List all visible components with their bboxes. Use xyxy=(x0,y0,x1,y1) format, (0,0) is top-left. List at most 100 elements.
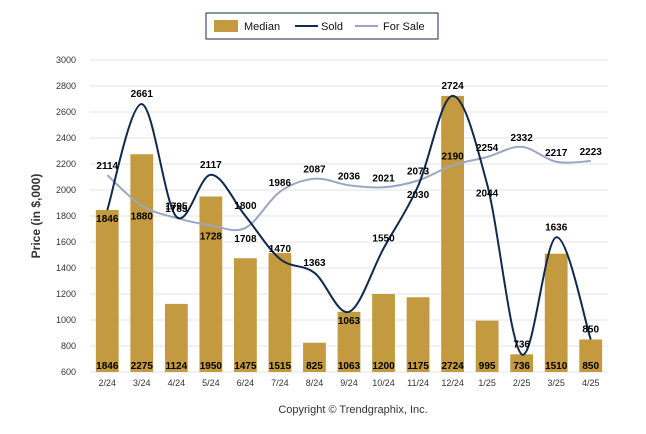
y-tick-label: 2600 xyxy=(56,107,76,117)
data-labels: 1846 2275 1124 1950 1475 1515 825 1063 1200 1175 2… xyxy=(96,81,602,372)
legend-label-median: Median xyxy=(244,21,280,33)
median-data-label: 736 xyxy=(513,361,530,372)
for-sale-data-label: 2073 xyxy=(407,167,430,178)
legend-label-for-sale: For Sale xyxy=(383,21,425,33)
sold-data-label: 2117 xyxy=(200,160,222,171)
x-tick-label: 4/24 xyxy=(168,378,186,388)
median-bar xyxy=(95,210,119,372)
median-data-label: 2724 xyxy=(441,361,464,372)
median-bar xyxy=(579,339,603,372)
median-data-label: 1510 xyxy=(545,361,568,372)
sold-data-label: 1550 xyxy=(372,234,395,245)
for-sale-data-label: 2036 xyxy=(338,171,361,182)
sold-data-label: 2044 xyxy=(476,188,499,199)
y-tick-label: 2200 xyxy=(56,159,76,169)
x-tick-label: 5/24 xyxy=(202,378,220,388)
median-bar xyxy=(303,342,326,372)
y-tick-label: 1000 xyxy=(56,315,76,325)
sold-data-label: 1363 xyxy=(303,258,326,269)
copyright-text: Copyright © Trendgraphix, Inc. xyxy=(278,404,427,416)
median-bar xyxy=(130,154,154,372)
sold-data-label: 736 xyxy=(513,339,530,350)
x-tick-label: 10/24 xyxy=(372,378,395,388)
median-data-label: 1950 xyxy=(200,361,223,372)
sold-data-label: 850 xyxy=(582,325,599,336)
x-tick-label: 1/25 xyxy=(478,378,496,388)
y-tick-label: 600 xyxy=(61,367,76,377)
median-data-label: 1124 xyxy=(165,361,187,372)
sold-data-label: 1636 xyxy=(545,222,568,233)
y-tick-label: 2800 xyxy=(56,81,76,91)
y-tick-label: 1800 xyxy=(56,211,76,221)
median-bar xyxy=(441,95,464,372)
legend-label-sold: Sold xyxy=(321,21,343,33)
sold-data-label: 1470 xyxy=(269,244,292,255)
median-data-label: 1063 xyxy=(338,361,361,372)
median-bar xyxy=(199,196,223,372)
median-bar xyxy=(268,253,292,372)
median-data-label: 1475 xyxy=(234,361,257,372)
y-tick-label: 2000 xyxy=(56,185,76,195)
x-tick-label: 2/25 xyxy=(513,378,531,388)
median-data-label: 2275 xyxy=(131,361,154,372)
median-data-label: 1200 xyxy=(372,361,395,372)
for-sale-data-label: 2021 xyxy=(372,173,395,184)
for-sale-data-label: 1708 xyxy=(234,234,257,245)
for-sale-data-label: 1880 xyxy=(131,212,154,223)
for-sale-line xyxy=(106,145,591,232)
median-data-label: 1515 xyxy=(269,361,292,372)
median-bar xyxy=(372,294,395,372)
sold-data-label: 2030 xyxy=(407,190,430,201)
x-tick-label: 11/24 xyxy=(407,378,429,388)
x-axis-ticks: 2/24 3/24 4/24 5/24 6/24 7/24 8/24 9/24 10/24 11/… xyxy=(99,378,600,388)
y-tick-label: 2400 xyxy=(56,133,76,143)
x-tick-label: 2/24 xyxy=(99,378,117,388)
x-tick-label: 8/24 xyxy=(306,378,324,388)
sold-data-label: 1846 xyxy=(96,214,119,225)
y-tick-label: 1400 xyxy=(56,263,76,273)
median-data-label: 1846 xyxy=(96,361,119,372)
legend: Median Sold For Sale xyxy=(205,12,439,40)
for-sale-data-label: 2217 xyxy=(545,148,568,159)
y-tick-label: 3000 xyxy=(56,55,76,65)
series-lines xyxy=(106,94,592,356)
x-tick-label: 6/24 xyxy=(237,378,255,388)
for-sale-data-label: 2254 xyxy=(476,143,499,154)
sold-data-label: 2724 xyxy=(441,81,464,92)
x-tick-label: 4/25 xyxy=(582,378,600,388)
x-tick-label: 12/24 xyxy=(441,378,464,388)
y-tick-label: 1200 xyxy=(56,289,76,299)
y-tick-label: 800 xyxy=(61,341,76,351)
for-sale-data-label: 1986 xyxy=(269,178,292,189)
legend-box xyxy=(205,12,439,40)
y-axis-ticks: 600 800 1000 1200 1400 1600 1800 2000 2200 2400 26… xyxy=(56,55,76,377)
for-sale-data-label: 2332 xyxy=(511,133,534,144)
median-bar xyxy=(510,354,534,372)
median-data-label: 850 xyxy=(582,361,599,372)
median-bar xyxy=(164,303,188,372)
sold-data-label: 1800 xyxy=(234,201,257,212)
median-bar xyxy=(337,311,361,372)
median-bar xyxy=(544,253,568,372)
median-data-label: 995 xyxy=(479,361,496,372)
sold-data-label: 1795 xyxy=(165,202,188,213)
median-data-label: 825 xyxy=(306,361,323,372)
y-axis-label: Price (in $,000) xyxy=(29,174,43,259)
x-tick-label: 7/24 xyxy=(271,378,289,388)
median-data-label: 1175 xyxy=(407,361,429,372)
for-sale-data-label: 1728 xyxy=(200,231,223,242)
for-sale-data-label: 1785 xyxy=(165,204,188,215)
x-tick-label: 9/24 xyxy=(340,378,358,388)
x-tick-label: 3/25 xyxy=(547,378,565,388)
for-sale-data-label: 2114 xyxy=(96,161,118,172)
y-tick-label: 1600 xyxy=(56,237,76,247)
for-sale-data-label: 2190 xyxy=(441,151,464,162)
median-bar xyxy=(475,320,499,372)
median-bar xyxy=(406,297,430,372)
legend-swatch-median xyxy=(214,20,238,32)
sold-data-label: 1063 xyxy=(338,316,361,327)
median-bars xyxy=(95,95,603,372)
sold-data-label: 2661 xyxy=(131,89,154,100)
